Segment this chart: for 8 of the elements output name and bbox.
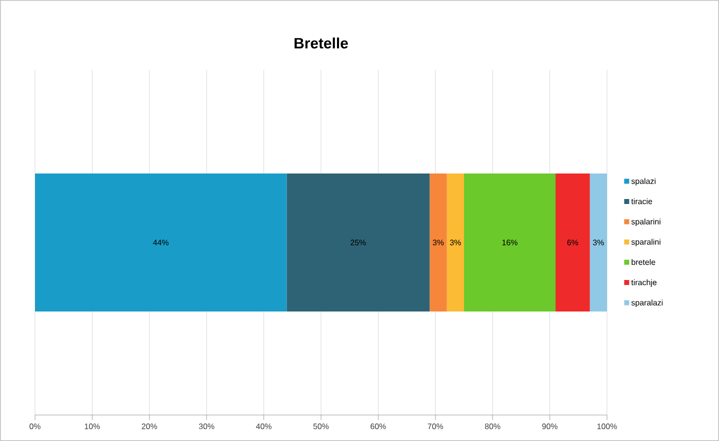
bar <box>286 173 430 312</box>
bar <box>556 173 590 312</box>
bar <box>590 173 608 312</box>
chart-title: Bretelle <box>294 38 348 48</box>
bar <box>35 173 287 312</box>
bar <box>464 173 556 312</box>
bar <box>430 173 447 312</box>
bar <box>446 173 464 312</box>
